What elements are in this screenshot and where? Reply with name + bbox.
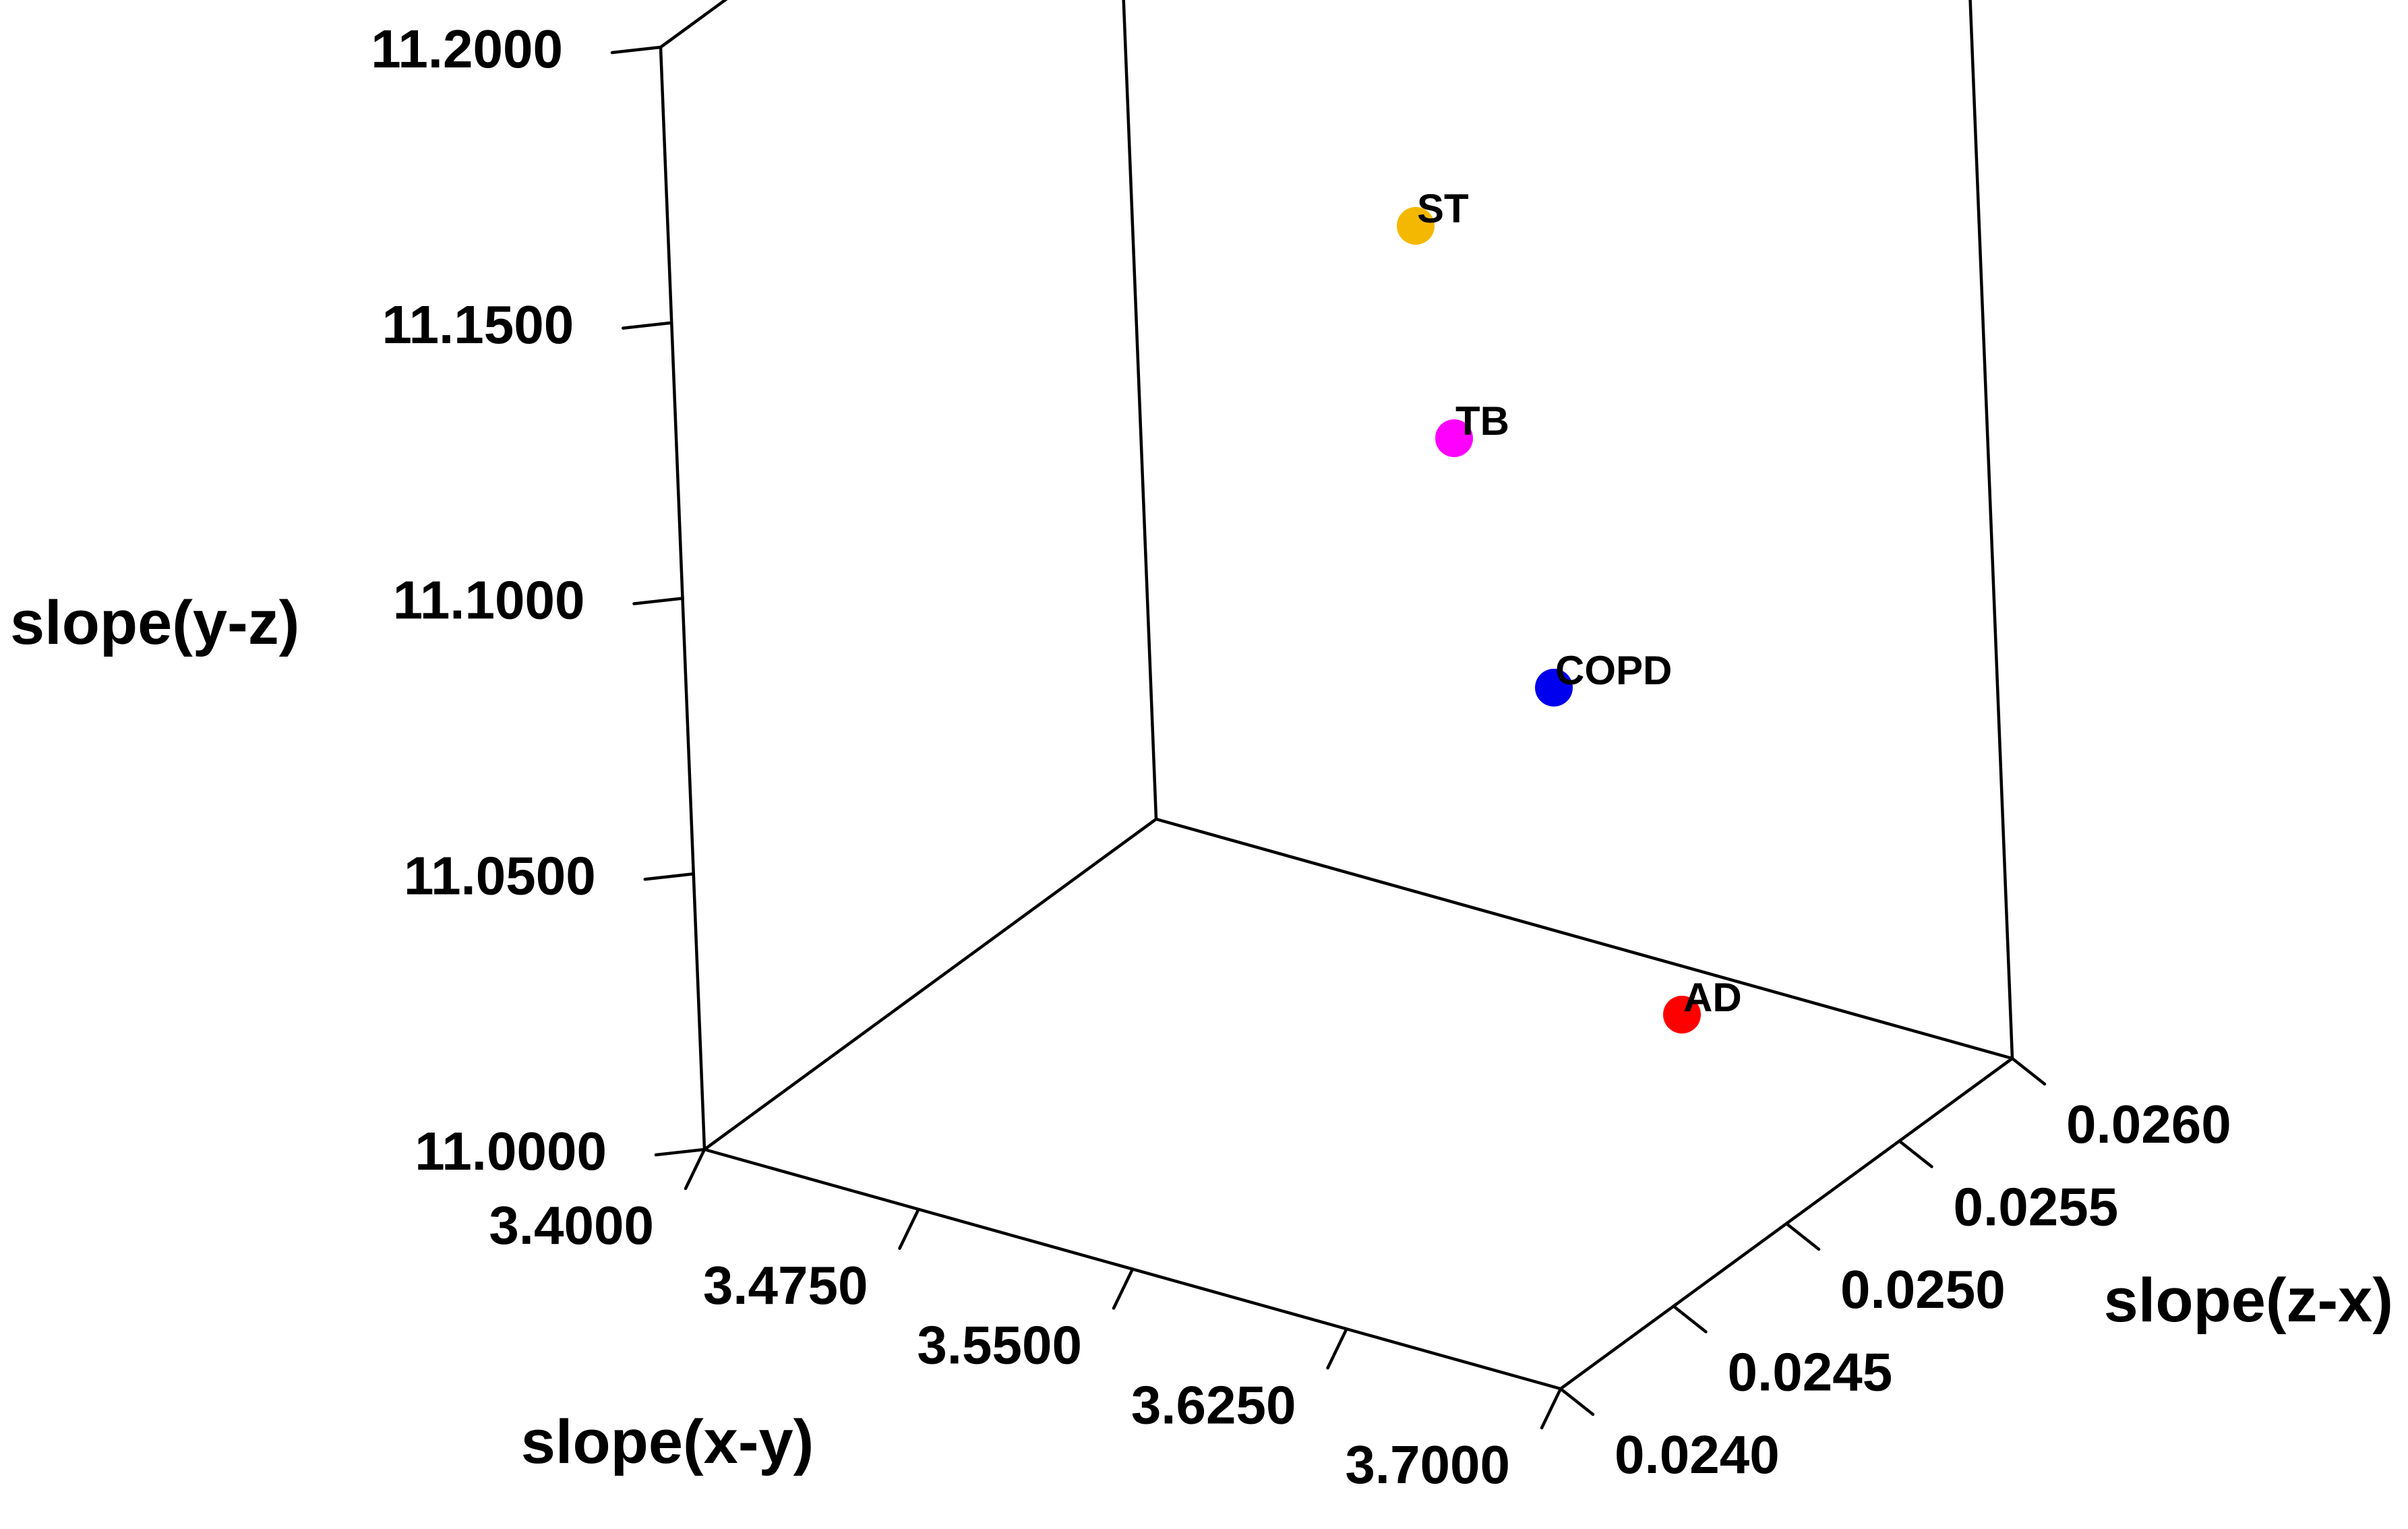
z-tick-mark	[654, 1147, 706, 1157]
data-point-tb	[1435, 419, 1473, 457]
y-tick-label: 0.0245	[1728, 1342, 1893, 1402]
data-point-ad	[1663, 996, 1701, 1033]
x-tick-label: 3.7000	[1345, 1435, 1510, 1495]
z-tick-label: 11.2000	[371, 19, 563, 79]
y-tick-mark	[1898, 1139, 1933, 1168]
points-group: ST TB COPD AD	[1397, 186, 1742, 1033]
z-tick-mark	[632, 597, 684, 605]
x-tick-label: 3.4750	[703, 1255, 868, 1315]
box-edge-4	[1968, 0, 2014, 1060]
x-axis-label: slope(x-y)	[521, 1408, 814, 1476]
y-tick-label: 0.0250	[1840, 1259, 2006, 1319]
data-point-copd	[1535, 669, 1573, 707]
x-tick-label: 3.5500	[917, 1315, 1082, 1375]
box-edge-5	[659, 0, 728, 49]
z-tick-label: 11.0500	[404, 845, 596, 905]
box-edge-3	[1122, 0, 1158, 821]
point-label-st: ST	[1417, 186, 1469, 231]
y-tick-mark	[1784, 1222, 1821, 1251]
x-tick-mark	[898, 1207, 920, 1250]
z-tick-label: 11.0000	[415, 1121, 607, 1181]
y-tick-mark	[1672, 1305, 1708, 1333]
y-tick-label: 0.0240	[1615, 1425, 1780, 1485]
x-tick-mark	[1326, 1327, 1348, 1370]
z-tick-mark	[622, 321, 673, 330]
x-tick-mark	[1540, 1387, 1563, 1430]
y-tick-label: 0.0255	[1954, 1177, 2119, 1237]
x-tick-mark	[1112, 1267, 1135, 1310]
point-label-copd: COPD	[1555, 648, 1672, 693]
z-axis-label: slope(y-z)	[10, 589, 299, 657]
box-edge-1	[702, 817, 1158, 1151]
y-tick-mark	[2010, 1056, 2047, 1086]
point-label-tb: TB	[1455, 398, 1509, 444]
x-tick-label: 3.4000	[489, 1195, 654, 1255]
z-tick-label: 11.1500	[382, 295, 574, 355]
axis-labels-group: slope(x-y) slope(z-x) slope(y-z)	[10, 589, 2393, 1476]
data-point-st	[1397, 207, 1435, 245]
z-tick-mark	[643, 872, 695, 881]
ticks-group: 3.4000 3.4750 3.5500 3.6250 3.7000 0.0240 0.02…	[371, 19, 2231, 1495]
box-frame	[659, 0, 2014, 1151]
box-edge-2	[1154, 817, 2014, 1060]
x-tick-label: 3.6250	[1131, 1375, 1296, 1435]
x-tick-mark	[684, 1147, 706, 1191]
axes-group	[702, 1056, 2014, 1391]
point-label-ad: AD	[1683, 975, 1742, 1020]
y-axis-label: slope(z-x)	[2104, 1266, 2393, 1335]
y-tick-mark	[1559, 1387, 1595, 1416]
z-tick-label: 11.1000	[393, 570, 585, 630]
z-tick-mark	[610, 45, 663, 55]
y-tick-label: 0.0260	[2066, 1094, 2231, 1154]
